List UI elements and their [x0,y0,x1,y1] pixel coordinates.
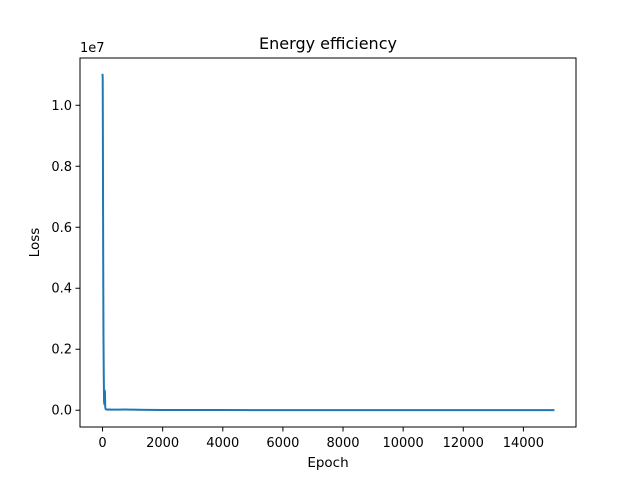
x-axis-ticks: 0 2000 4000 6000 8000 10000 12000 14000 [98,427,544,451]
y-tick-label: 0.2 [51,343,72,358]
x-tick-label: 8000 [326,436,359,451]
y-axis-label: Loss [27,228,43,258]
series-layer [101,73,555,412]
y-offset-label: 1e7 [80,41,105,56]
chart-title: Energy efficiency [259,34,397,53]
y-tick-label: 0.0 [51,404,72,419]
x-tick-label: 10000 [382,436,423,451]
y-tick-label: 0.6 [51,221,72,236]
plot-frame [79,57,577,428]
series-line-0 [101,73,555,412]
y-tick-label: 0.8 [51,160,72,175]
y-tick-label: 0.4 [51,282,72,297]
x-tick-label: 12000 [443,436,484,451]
y-axis-ticks: 0.0 0.2 0.4 0.6 0.8 1.0 [51,99,80,419]
y-tick-label: 1.0 [51,99,72,114]
x-tick-label: 2000 [146,436,179,451]
x-axis-label: Epoch [307,455,348,471]
x-tick-label: 6000 [266,436,299,451]
x-tick-label: 4000 [206,436,239,451]
x-tick-label: 14000 [503,436,544,451]
plot-area [80,58,576,427]
x-tick-label: 0 [98,436,106,451]
